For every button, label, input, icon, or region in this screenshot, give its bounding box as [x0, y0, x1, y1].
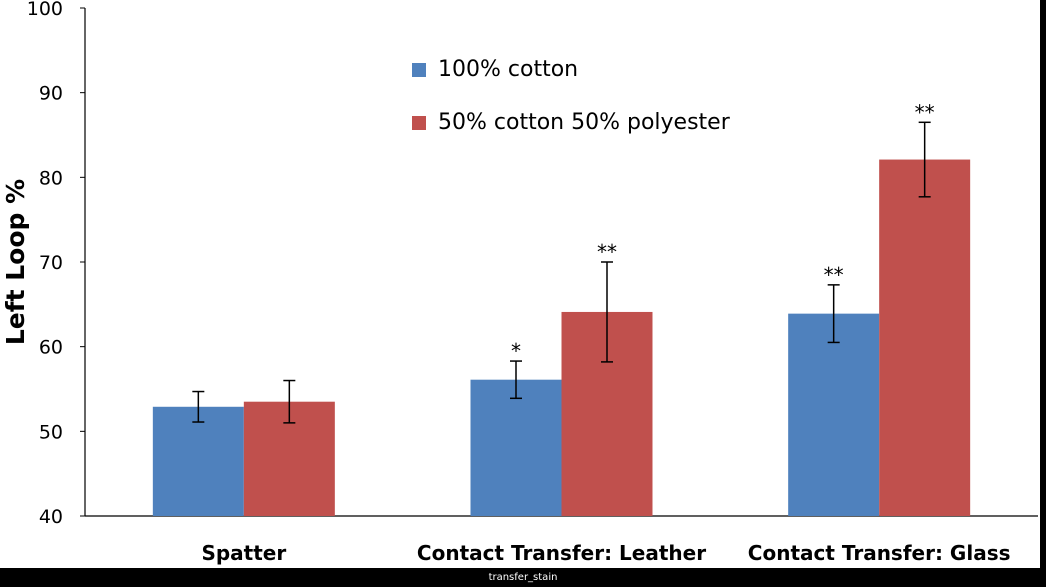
y-tick-label: 80: [39, 167, 63, 189]
legend-label-blend: 50% cotton 50% polyester: [438, 110, 730, 135]
y-axis-title: Left Loop %: [1, 179, 30, 345]
y-tick-label: 50: [39, 421, 63, 443]
caption-bar: transfer_stain: [0, 568, 1046, 587]
bar: [788, 313, 880, 516]
y-tick-label: 100: [27, 0, 63, 20]
legend-label-cotton: 100% cotton: [438, 57, 579, 82]
bar: [879, 159, 971, 516]
x-tick-label: Contact Transfer: Glass: [748, 541, 1011, 565]
significance-marker: **: [824, 263, 844, 287]
legend-swatch-cotton: [412, 62, 426, 77]
y-tick-label: 90: [39, 83, 63, 105]
bar: [470, 379, 562, 516]
chart-frame: 40 50 60 70 80 90 100 Left Loop % Spatter * ** Cont…: [1, 0, 1038, 565]
legend-item-cotton: 100% cotton: [412, 56, 730, 83]
significance-marker: *: [511, 339, 521, 363]
y-tick-label: 70: [39, 252, 63, 274]
legend: 100% cotton 50% cotton 50% polyester: [412, 56, 730, 162]
frame-edge: [1040, 0, 1046, 568]
y-tick-label: 40: [39, 506, 63, 528]
significance-marker: **: [597, 240, 617, 264]
bar: [152, 406, 244, 516]
x-tick-label: Spatter: [201, 541, 286, 565]
x-tick-label: Contact Transfer: Leather: [417, 541, 706, 565]
legend-swatch-blend: [412, 115, 426, 130]
significance-marker: **: [915, 100, 935, 124]
caption-text: transfer_stain: [488, 572, 558, 583]
y-tick-label: 60: [39, 337, 63, 359]
legend-item-blend: 50% cotton 50% polyester: [412, 109, 730, 136]
